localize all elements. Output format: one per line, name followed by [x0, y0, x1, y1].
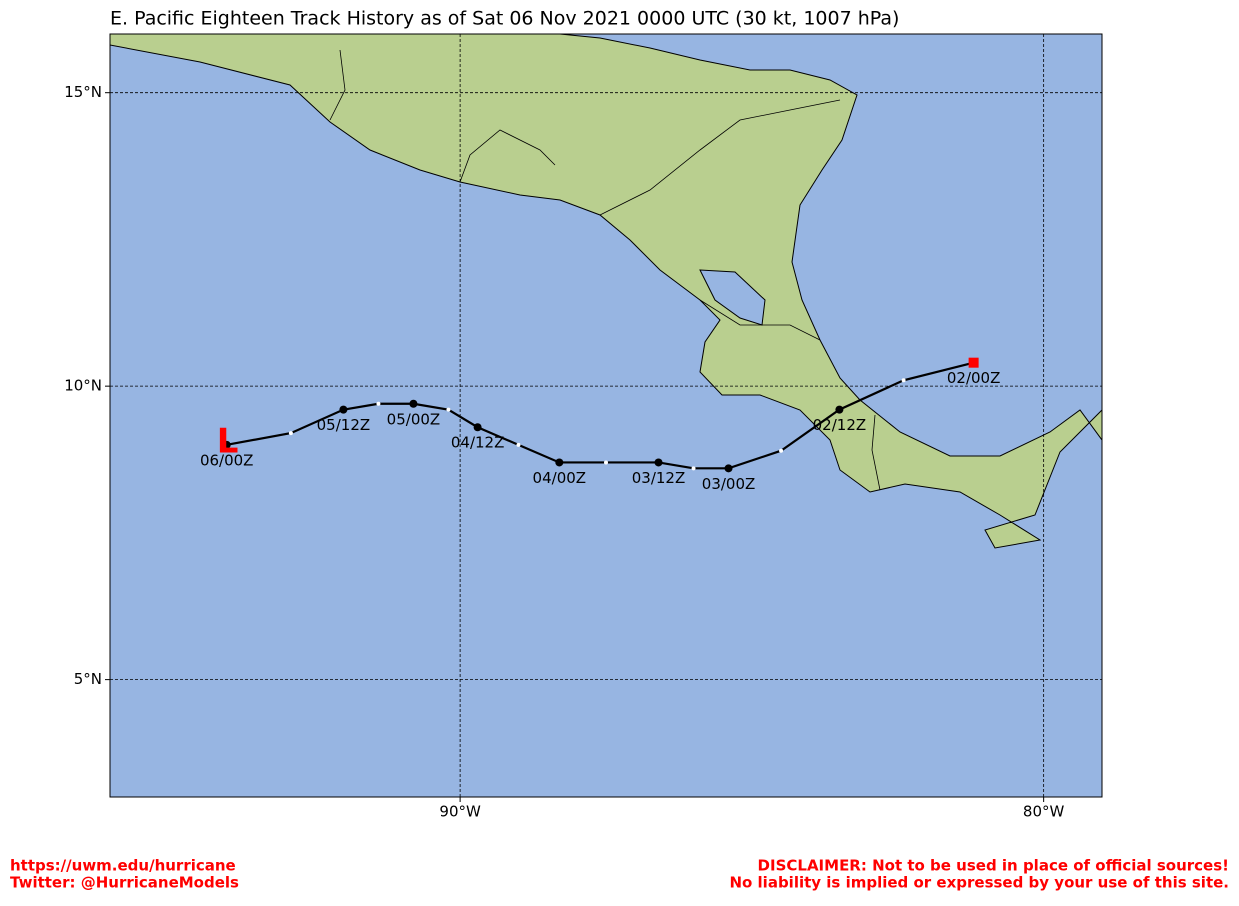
footer-right: DISCLAIMER: Not to be used in place of o… — [758, 857, 1229, 875]
track-point-minor — [376, 401, 381, 406]
track-point — [222, 440, 231, 449]
track-label: 05/12Z — [317, 416, 371, 434]
border — [329, 49, 346, 121]
track-label: 05/00Z — [387, 410, 441, 428]
track-point — [654, 458, 663, 467]
track-point-minor — [779, 448, 784, 453]
current-symbol: L — [217, 421, 239, 461]
footer-right: No liability is implied or expressed by … — [729, 874, 1229, 892]
track-label: 06/00Z — [200, 451, 254, 469]
track-label: 03/00Z — [702, 475, 756, 493]
start-marker — [968, 357, 979, 368]
y-tick-label: 10°N — [64, 377, 102, 395]
border — [599, 99, 841, 216]
footer-left: https://uwm.edu/hurricane — [10, 857, 236, 875]
track-point — [339, 405, 348, 414]
track-label: 02/00Z — [947, 369, 1001, 387]
frame — [109, 33, 1103, 798]
track-point-minor — [901, 378, 906, 383]
track-point — [835, 405, 844, 414]
track-label: 04/00Z — [533, 469, 587, 487]
title: E. Pacific Eighteen Track History as of … — [110, 8, 899, 30]
border — [459, 129, 556, 183]
x-tick-label: 90°W — [439, 803, 481, 821]
x-tick-label: 80°W — [1023, 803, 1065, 821]
track-point — [555, 458, 564, 467]
y-tick-label: 15°N — [64, 83, 102, 101]
track-point-minor — [288, 431, 293, 436]
track-label: 04/12Z — [451, 434, 505, 452]
border — [871, 414, 881, 491]
track-point — [473, 423, 482, 432]
track-point — [409, 399, 418, 408]
track-label: 03/12Z — [632, 469, 686, 487]
footer-left: Twitter: @HurricaneModels — [10, 874, 239, 892]
track-point-minor — [516, 442, 521, 447]
track-point-minor — [446, 407, 451, 412]
track-point — [724, 464, 733, 473]
border — [699, 299, 821, 341]
track-point-minor — [691, 466, 696, 471]
track-label: 02/12Z — [813, 416, 867, 434]
y-tick-label: 5°N — [74, 670, 102, 688]
track-point-minor — [604, 460, 608, 465]
